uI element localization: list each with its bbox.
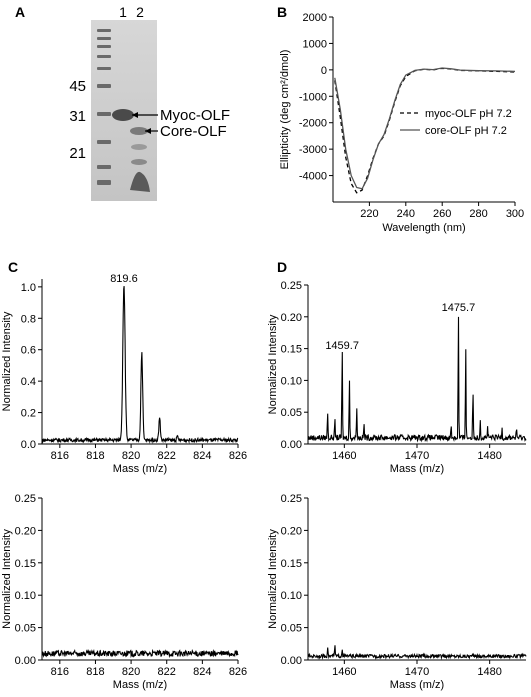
y-tick-label: -2000 — [299, 118, 327, 130]
x-axis-label: Mass (m/z) — [390, 679, 444, 691]
x-axis-label: Mass (m/z) — [390, 463, 444, 475]
y-axis-label: Ellipticity (deg cm²/dmol) — [279, 50, 291, 170]
y-tick-label: 0.15 — [281, 558, 302, 570]
x-tick-label: 1470 — [405, 450, 429, 462]
legend-label-1: myoc-OLF pH 7.2 — [425, 108, 512, 120]
y-tick-label: 0.0 — [21, 439, 36, 451]
x-tick-label: 280 — [469, 208, 487, 220]
y-tick-label: 0.25 — [281, 493, 302, 505]
x-tick-label: 1480 — [477, 666, 501, 678]
y-tick-label: 0.05 — [281, 407, 302, 419]
x-axis-label: Mass (m/z) — [113, 679, 167, 691]
gel-ladder — [97, 29, 111, 185]
peak-label: 1475.7 — [442, 302, 476, 314]
gel-band-myoc — [112, 109, 134, 121]
x-tick-label: 240 — [397, 208, 415, 220]
x-tick-label: 824 — [193, 450, 211, 462]
x-tick-label: 1470 — [405, 666, 429, 678]
y-tick-label: 0.2 — [21, 408, 36, 420]
x-tick-label: 820 — [122, 666, 140, 678]
y-tick-label: 0.25 — [281, 280, 302, 292]
y-tick-label: 0.8 — [21, 313, 36, 325]
y-tick-label: 0.00 — [281, 655, 302, 667]
y-tick-label: 0.6 — [21, 345, 36, 357]
y-tick-label: 0.05 — [281, 623, 302, 635]
x-tick-label: 816 — [51, 666, 69, 678]
x-tick-label: 822 — [158, 666, 176, 678]
gel-background — [91, 20, 157, 201]
y-tick-label: 0.25 — [15, 493, 36, 505]
gel-lane-2: 2 — [136, 4, 144, 20]
chart-ms-c: 0.0 0.2 0.4 0.6 0.8 1.0 816 818 820 822 824 826 Mass… — [1, 273, 247, 475]
x-tick-label: 826 — [229, 450, 247, 462]
y-axis-label: Normalized Intensity — [1, 311, 13, 411]
y-tick-label: 0.20 — [281, 312, 302, 324]
x-tick-label: 824 — [193, 666, 211, 678]
y-tick-label: -3000 — [299, 144, 327, 156]
series-line-1 — [334, 67, 516, 194]
spectrum-trace — [307, 645, 527, 661]
y-tick-label: 0.15 — [15, 558, 36, 570]
peak-label: 819.6 — [110, 273, 138, 285]
x-tick-label: 820 — [122, 450, 140, 462]
x-tick-label: 826 — [229, 666, 247, 678]
gel-label-myoc: Myoc-OLF — [160, 107, 230, 124]
gel-marker-31: 31 — [69, 108, 86, 125]
y-tick-label: 0.00 — [15, 655, 36, 667]
y-tick-label: 0.20 — [281, 525, 302, 537]
gel-marker-45: 45 — [69, 78, 86, 95]
x-axis-label: Wavelength (nm) — [382, 222, 465, 234]
y-tick-label: 0.10 — [281, 375, 302, 387]
panel-label-d: D — [277, 259, 288, 275]
y-axis-label: Normalized Intensity — [267, 529, 279, 629]
x-tick-label: 818 — [86, 666, 104, 678]
spectrum-trace — [41, 648, 239, 659]
x-tick-label: 220 — [360, 208, 378, 220]
y-tick-label: 0.10 — [15, 590, 36, 602]
y-tick-label: 0.4 — [21, 376, 36, 388]
y-tick-label: 1000 — [303, 38, 327, 50]
panel-label-b: B — [277, 4, 288, 20]
y-tick-label: 0.10 — [281, 590, 302, 602]
legend-label-2: core-OLF pH 7.2 — [425, 125, 507, 137]
y-tick-label: 0.15 — [281, 344, 302, 356]
y-tick-label: 1.0 — [21, 282, 36, 294]
gel-marker-21: 21 — [69, 145, 86, 162]
x-tick-label: 816 — [51, 450, 69, 462]
panel-label-c: C — [8, 259, 19, 275]
y-tick-label: 2000 — [303, 12, 327, 24]
spectrum-trace — [307, 316, 527, 443]
y-tick-label: 0.20 — [15, 525, 36, 537]
chart-ms-c-lower: 0.00 0.05 0.10 0.15 0.20 0.25 816 818 820 822 824 8… — [1, 493, 247, 691]
gel-image — [91, 20, 158, 201]
x-tick-label: 260 — [433, 208, 451, 220]
x-tick-label: 300 — [506, 208, 524, 220]
y-tick-label: 0 — [321, 65, 327, 77]
y-tick-label: -1000 — [299, 91, 327, 103]
gel-band-core — [130, 127, 148, 135]
peak-label: 1459.7 — [325, 340, 359, 352]
y-tick-label: 0.05 — [15, 623, 36, 635]
y-tick-label: 0.00 — [281, 439, 302, 451]
chart-ms-d-lower: 0.00 0.05 0.10 0.15 0.20 0.25 1460 1470 1480 Mass… — [267, 493, 527, 691]
gel-lane-1: 1 — [119, 4, 127, 20]
x-tick-label: 822 — [158, 450, 176, 462]
gel-label-core: Core-OLF — [160, 123, 227, 140]
series-line-2 — [334, 67, 516, 190]
x-tick-label: 1480 — [477, 450, 501, 462]
chart-ms-d: 0.00 0.05 0.10 0.15 0.20 0.25 1460 1470 1480 Mass… — [267, 280, 527, 475]
spectrum-trace — [41, 286, 239, 444]
y-axis-label: Normalized Intensity — [267, 314, 279, 414]
panel-label-a: A — [15, 4, 26, 20]
y-axis-label: Normalized Intensity — [1, 529, 13, 629]
chart-cd-spectrum: 2000 1000 0 -1000 -2000 -3000 -4000 220 240 260 28… — [279, 12, 524, 234]
x-tick-label: 1460 — [332, 666, 356, 678]
x-axis-label: Mass (m/z) — [113, 463, 167, 475]
x-tick-label: 818 — [86, 450, 104, 462]
x-tick-label: 1460 — [332, 450, 356, 462]
y-tick-label: -4000 — [299, 171, 327, 183]
